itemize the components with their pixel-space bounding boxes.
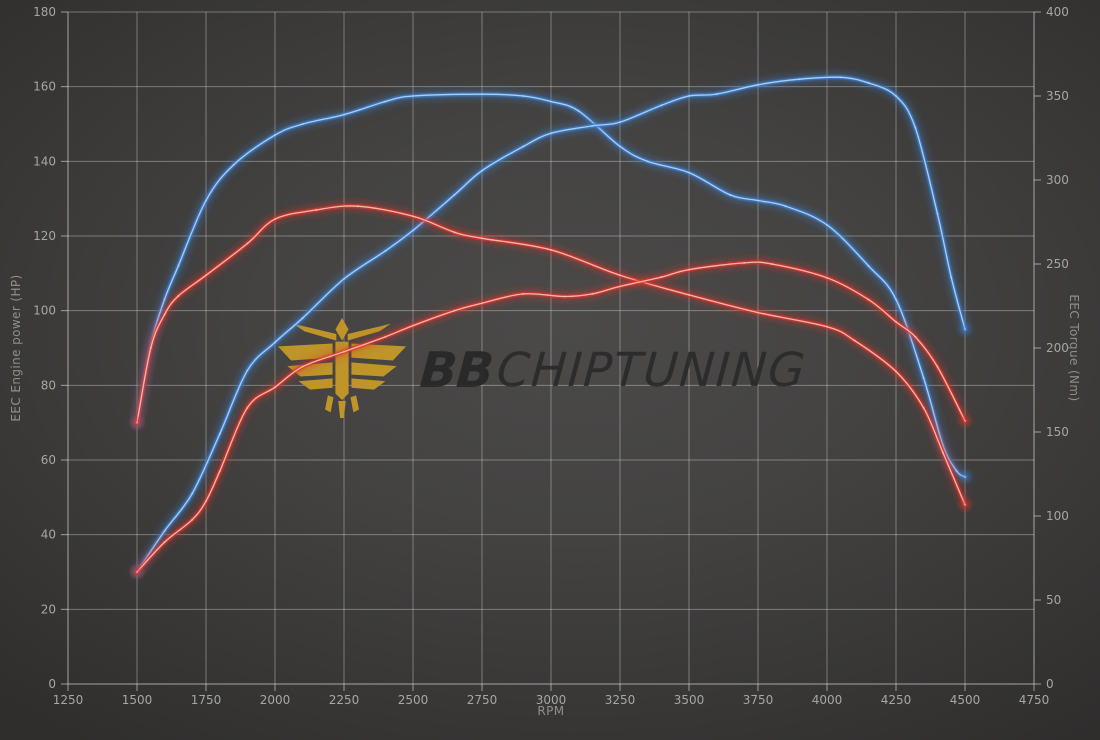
svg-text:1750: 1750 — [191, 693, 222, 707]
svg-text:350: 350 — [1046, 89, 1069, 103]
svg-text:4000: 4000 — [812, 693, 843, 707]
svg-text:2000: 2000 — [260, 693, 291, 707]
svg-text:160: 160 — [33, 80, 56, 94]
svg-text:3000: 3000 — [536, 693, 567, 707]
svg-text:3750: 3750 — [743, 693, 774, 707]
svg-text:1500: 1500 — [122, 693, 153, 707]
svg-text:80: 80 — [41, 378, 56, 392]
svg-text:180: 180 — [33, 5, 56, 19]
svg-text:1250: 1250 — [53, 693, 84, 707]
svg-text:20: 20 — [41, 602, 56, 616]
svg-text:300: 300 — [1046, 173, 1069, 187]
x-axis-title: RPM — [537, 704, 565, 718]
svg-text:200: 200 — [1046, 341, 1069, 355]
svg-text:3500: 3500 — [674, 693, 705, 707]
svg-text:4750: 4750 — [1019, 693, 1050, 707]
svg-text:100: 100 — [33, 304, 56, 318]
svg-text:4500: 4500 — [950, 693, 981, 707]
svg-text:100: 100 — [1046, 509, 1069, 523]
svg-text:4250: 4250 — [881, 693, 912, 707]
svg-text:2750: 2750 — [467, 693, 498, 707]
svg-text:2250: 2250 — [329, 693, 360, 707]
svg-text:40: 40 — [41, 528, 56, 542]
svg-text:0: 0 — [1046, 677, 1054, 691]
svg-text:400: 400 — [1046, 5, 1069, 19]
svg-text:140: 140 — [33, 154, 56, 168]
svg-text:50: 50 — [1046, 593, 1061, 607]
y-axis-right-title: EEC Torque (Nm) — [1067, 294, 1081, 402]
svg-text:250: 250 — [1046, 257, 1069, 271]
svg-text:150: 150 — [1046, 425, 1069, 439]
svg-text:0: 0 — [48, 677, 56, 691]
svg-text:120: 120 — [33, 229, 56, 243]
svg-text:60: 60 — [41, 453, 56, 467]
y-axis-left-title: EEC Engine power (HP) — [9, 274, 23, 422]
svg-text:3250: 3250 — [605, 693, 636, 707]
svg-text:2500: 2500 — [398, 693, 429, 707]
